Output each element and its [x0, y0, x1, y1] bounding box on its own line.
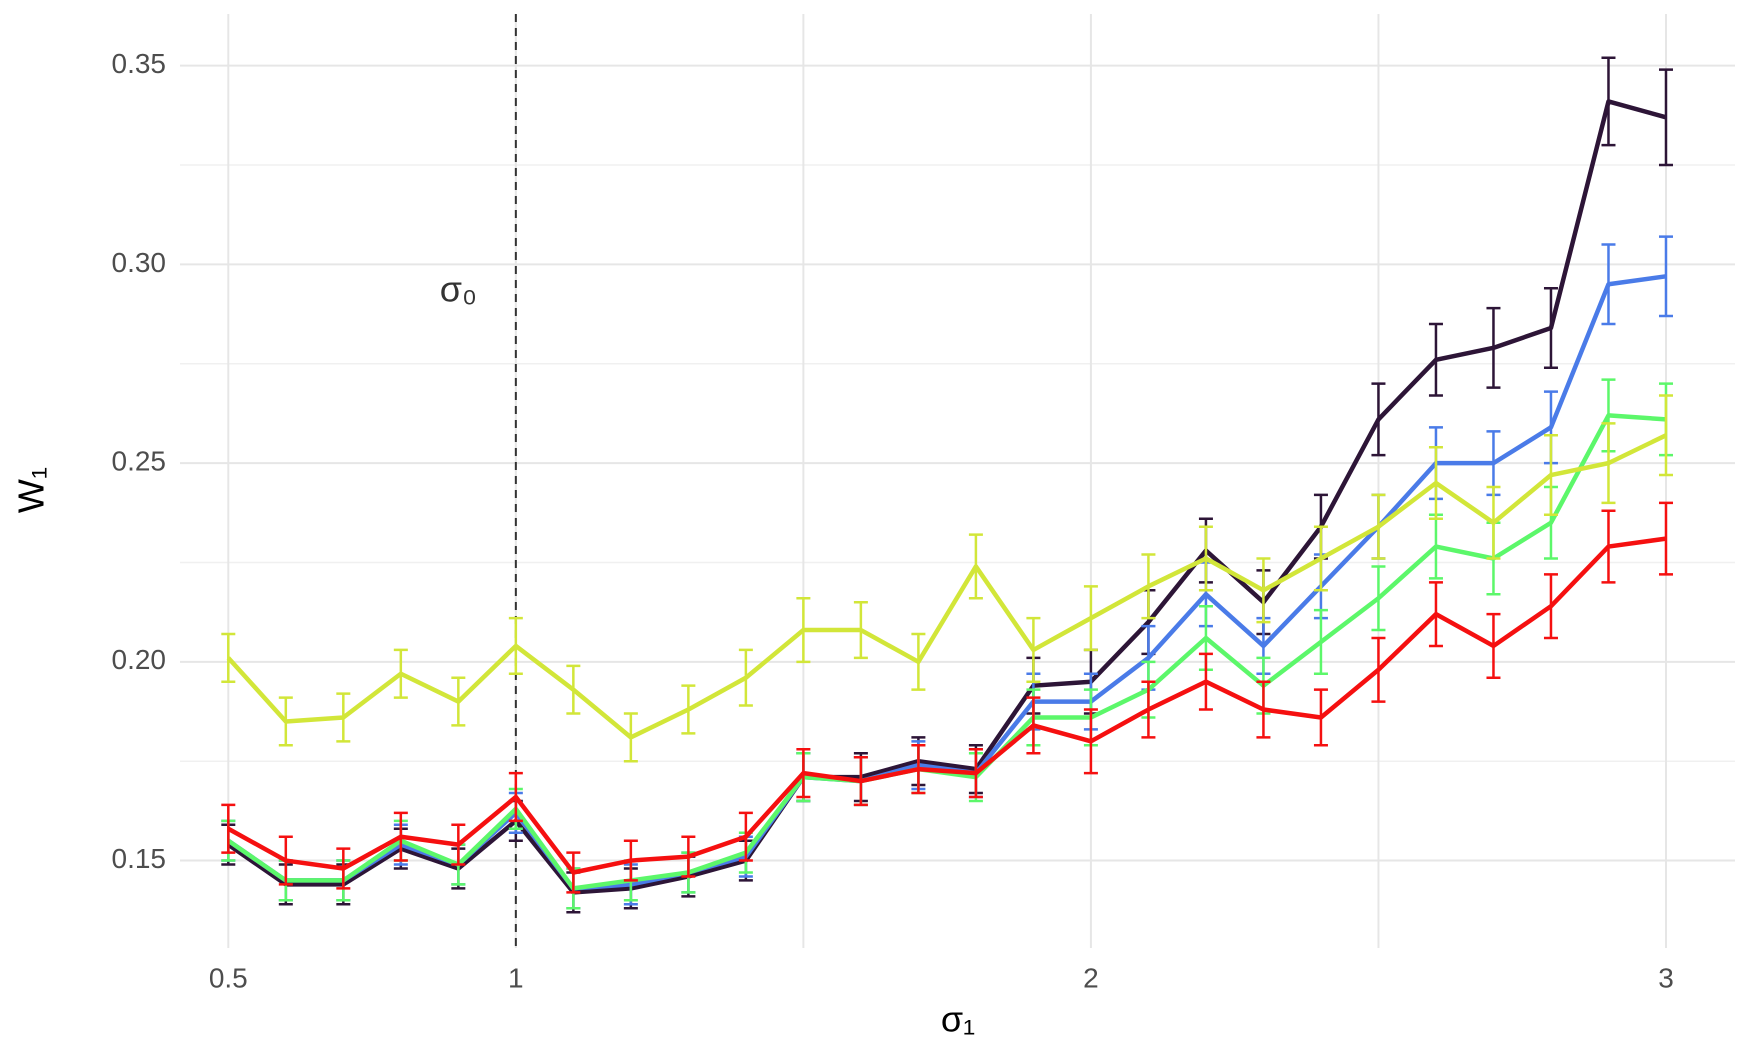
series-line [227, 274, 1667, 891]
x-axis-title: σ₁ [941, 999, 975, 1040]
annotation: σ₀ [440, 269, 477, 310]
y-tick-label: 0.35 [112, 48, 167, 79]
error-bar [221, 632, 236, 683]
y-axis-title: W₁ [11, 467, 52, 513]
x-tick-label: 0.5 [209, 962, 248, 993]
y-tick-label: 0.30 [112, 247, 167, 278]
y-tick-label: 0.15 [112, 843, 167, 874]
y-tick-label: 0.20 [112, 644, 167, 675]
y-tick-label: 0.25 [112, 446, 167, 477]
error-bar [221, 803, 236, 854]
series-line [227, 99, 1667, 895]
series-line [227, 413, 1667, 891]
series-line [227, 536, 1667, 875]
x-tick-label: 2 [1083, 962, 1099, 993]
series-line [226, 433, 1667, 740]
x-tick-label: 3 [1658, 962, 1674, 993]
x-tick-label: 1 [508, 962, 524, 993]
